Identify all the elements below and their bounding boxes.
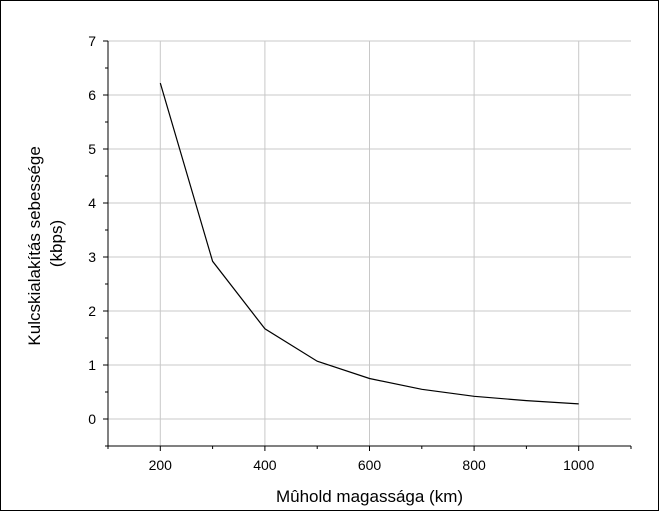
y-axis-title-line-1: Kulcskialakítás sebessége — [25, 146, 44, 345]
series-group — [159, 82, 579, 405]
y-tick-label-7: 7 — [88, 33, 96, 49]
y-axis-title: Kulcskialakítás sebessége (kbps) — [25, 141, 66, 345]
x-tick-label-1: 400 — [253, 457, 277, 473]
y-axis-title-line-2: (kbps) — [47, 220, 66, 267]
y-tick-label-4: 4 — [88, 195, 96, 211]
x-axis-title: Mûhold magassága (km) — [276, 487, 463, 506]
x-tick-label-0: 200 — [149, 457, 173, 473]
tick-labels: 0 1 2 3 4 5 6 7 200 400 600 800 1000 — [88, 33, 594, 473]
x-tick-label-2: 600 — [358, 457, 382, 473]
x-tick-label-3: 800 — [462, 457, 486, 473]
series-line-0 — [159, 82, 579, 405]
y-tick-label-6: 6 — [88, 87, 96, 103]
x-tick-label-4: 1000 — [563, 457, 594, 473]
grid-lines — [108, 40, 631, 446]
y-tick-label-0: 0 — [88, 411, 96, 427]
y-tick-label-1: 1 — [88, 357, 96, 373]
y-tick-label-2: 2 — [88, 303, 96, 319]
y-tick-label-5: 5 — [88, 141, 96, 157]
y-tick-label-3: 3 — [88, 249, 96, 265]
ticks — [103, 40, 632, 451]
